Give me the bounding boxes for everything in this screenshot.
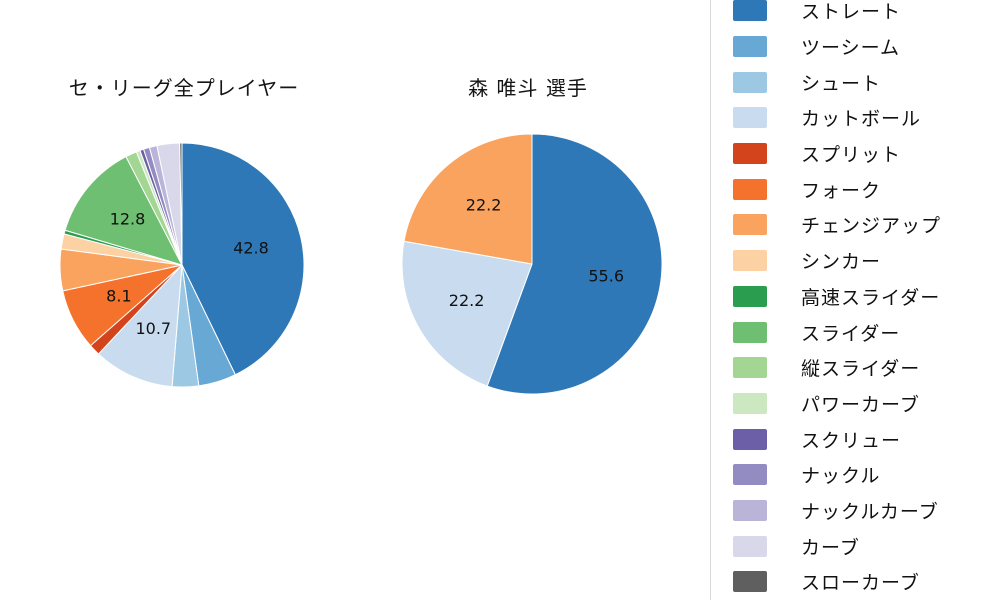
- legend-label: ツーシーム: [801, 37, 901, 60]
- legend-swatch: [733, 535, 767, 557]
- pie-slice: [97, 264, 183, 388]
- legend-label: スプリット: [801, 144, 902, 167]
- legend-label: スクリュー: [801, 429, 902, 452]
- pie-slice: [179, 142, 183, 266]
- pie-slice-label: 12.8: [110, 209, 146, 228]
- legend-swatch: [733, 321, 767, 343]
- legend-item: ナックル: [711, 457, 1000, 493]
- legend-label: 縦スライダー: [801, 358, 921, 381]
- legend-swatch: [733, 571, 767, 593]
- legend-item: ツーシーム: [711, 29, 1000, 65]
- legend-label: フォーク: [801, 179, 882, 202]
- pie-slice-label: 22.2: [466, 196, 502, 215]
- legend-label: スライダー: [801, 322, 901, 345]
- legend-item: シュート: [711, 64, 1000, 100]
- legend-label: ナックルカーブ: [801, 500, 939, 523]
- legend-label: ナックル: [801, 465, 881, 488]
- pie-slice-label: 8.1: [106, 286, 131, 305]
- legend-label: チェンジアップ: [801, 215, 942, 238]
- legend-item: カットボール: [711, 100, 1000, 136]
- pie-chart-league: 42.8 10.78.1 12.8: [59, 142, 305, 388]
- legend-swatch: [733, 250, 767, 272]
- legend-label: シュート: [801, 72, 882, 95]
- pie-slice: [486, 133, 663, 395]
- legend-item: カーブ: [711, 528, 1000, 564]
- pie-slice-label: 55.6: [588, 267, 624, 286]
- legend-item: スライダー: [711, 314, 1000, 350]
- legend-label: カットボール: [801, 108, 922, 131]
- legend-label: ストレート: [801, 1, 902, 24]
- legend-item: フォーク: [711, 171, 1000, 207]
- legend-swatch: [733, 428, 767, 450]
- legend-swatch: [733, 285, 767, 307]
- legend-label: スローカーブ: [801, 572, 920, 595]
- legend-item: スクリュー: [711, 421, 1000, 457]
- legend-swatch: [733, 214, 767, 236]
- pie-slice: [401, 240, 533, 387]
- pie-chart-player: 55.6 22.2 22.2: [401, 133, 663, 395]
- legend-item: スローカーブ: [711, 564, 1000, 600]
- legend-swatch: [733, 36, 767, 58]
- legend-item: チェンジアップ: [711, 207, 1000, 243]
- legend-swatch: [733, 499, 767, 521]
- legend-swatch: [733, 143, 767, 165]
- legend-swatch: [733, 107, 767, 129]
- legend-list: ストレートツーシームシュートカットボール スプリットフォークチェンジアップ シンカー…: [711, 0, 1000, 600]
- legend-item: 高速スライダー: [711, 279, 1000, 315]
- left-pie-title: セ・リーグ全プレイヤー: [68, 76, 300, 100]
- legend-label: カーブ: [801, 536, 860, 559]
- right-pie-title: 森 唯斗 選手: [468, 76, 588, 100]
- legend-label: パワーカーブ: [801, 393, 920, 416]
- legend-swatch: [733, 357, 767, 379]
- legend-item: ストレート: [711, 0, 1000, 29]
- legend-swatch: [733, 178, 767, 200]
- legend-label: シンカー: [801, 251, 882, 274]
- pie-slice-label: 22.2: [449, 291, 485, 310]
- legend-panel: ストレートツーシームシュートカットボール スプリットフォークチェンジアップ シンカー…: [710, 0, 1000, 600]
- legend-swatch: [733, 464, 767, 486]
- legend-label: 高速スライダー: [801, 286, 941, 309]
- pie-slice: [403, 133, 533, 265]
- legend-item: ナックルカーブ: [711, 493, 1000, 529]
- pie-slice-label: 42.8: [233, 239, 269, 258]
- legend-swatch: [733, 71, 767, 93]
- legend-item: シンカー: [711, 243, 1000, 279]
- legend-swatch: [733, 392, 767, 414]
- legend-item: スプリット: [711, 136, 1000, 172]
- pie-slice: [181, 142, 305, 376]
- pie-slice: [64, 156, 183, 266]
- legend-swatch: [733, 0, 767, 22]
- pie-slice-label: 10.7: [135, 319, 171, 338]
- legend-item: パワーカーブ: [711, 386, 1000, 422]
- legend-item: 縦スライダー: [711, 350, 1000, 386]
